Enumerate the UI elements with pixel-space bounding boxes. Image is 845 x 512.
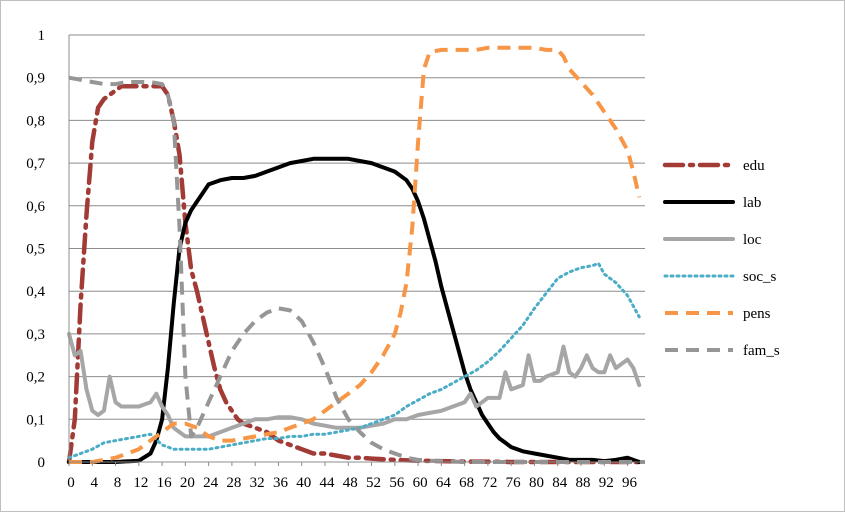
y-tick-label: 1: [38, 28, 46, 44]
legend-label-soc-s: soc_s: [743, 269, 776, 285]
x-tick-label: 44: [320, 475, 336, 491]
x-tick-label: 40: [296, 475, 311, 491]
y-tick-label: 0,2: [26, 370, 45, 386]
legend-label-loc: loc: [743, 232, 762, 248]
x-tick-label: 96: [622, 475, 638, 491]
y-tick-label: 0,3: [26, 327, 45, 343]
series-line-pens: [69, 45, 642, 464]
x-tick-label: 4: [91, 475, 99, 491]
series-line-loc: [67, 331, 642, 439]
legend-label-lab: lab: [743, 195, 761, 211]
legend-label-edu: edu: [743, 158, 765, 174]
x-tick-label: 88: [576, 475, 591, 491]
series-line-soc-s: [67, 261, 641, 460]
x-tick-label: 20: [180, 475, 195, 491]
x-tick-label: 84: [552, 475, 568, 491]
x-tick-label: 36: [273, 475, 289, 491]
x-tick-label: 68: [459, 475, 474, 491]
y-tick-label: 0,8: [26, 113, 45, 129]
x-tick-label: 48: [343, 475, 358, 491]
x-tick-label: 52: [366, 475, 381, 491]
x-tick-label: 60: [413, 475, 428, 491]
plot-area: [66, 45, 648, 465]
x-tick-label: 24: [203, 475, 219, 491]
x-tick-label: 28: [226, 475, 241, 491]
series-line-fam-s: [68, 75, 645, 464]
y-tick-label: 0,6: [26, 199, 45, 215]
series-line-lab: [67, 156, 642, 464]
legend-label-pens: pens: [743, 306, 771, 322]
x-tick-label: 0: [67, 475, 75, 491]
y-tick-label: 0,4: [26, 284, 45, 300]
y-tick-label: 0: [38, 455, 46, 471]
x-tick-label: 92: [599, 475, 614, 491]
x-tick-label: 8: [114, 475, 122, 491]
y-tick-label: 0,9: [26, 71, 45, 87]
y-tick-label: 0,5: [26, 242, 45, 258]
axes: 00,10,20,30,40,50,60,70,80,910 4 8 12 16 20 24…: [26, 28, 645, 491]
x-tick-label: 56: [389, 475, 405, 491]
series-line-edu: [66, 83, 648, 465]
y-tick-label: 0,1: [26, 412, 45, 428]
x-tick-label: 64: [436, 475, 452, 491]
x-tick-label: 12: [133, 475, 148, 491]
x-tick-label: 80: [529, 475, 544, 491]
x-tick-label: 16: [157, 475, 173, 491]
x-tick-label: 32: [250, 475, 265, 491]
x-tick-label: 72: [482, 475, 497, 491]
y-tick-label: 0,7: [26, 156, 45, 172]
x-tick-label: 76: [506, 475, 522, 491]
legend-label-fam-s: fam_s: [743, 343, 780, 359]
